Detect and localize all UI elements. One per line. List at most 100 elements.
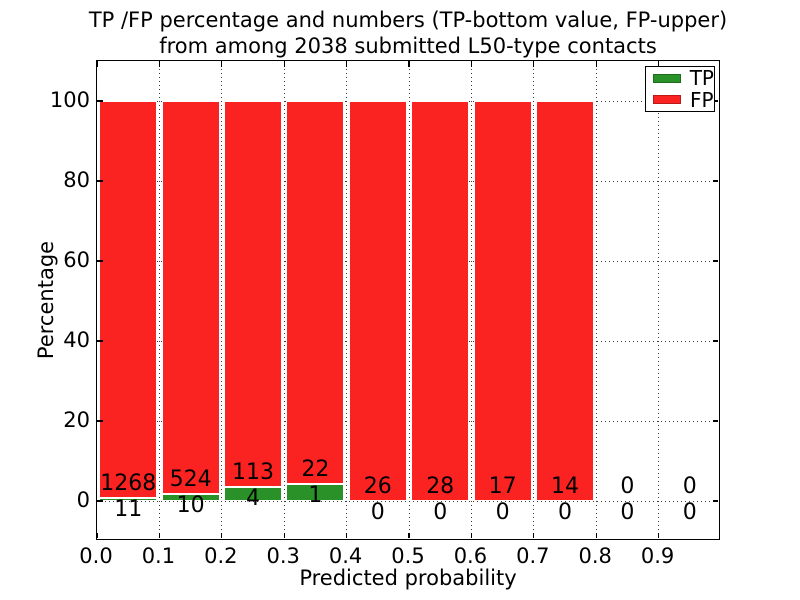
v-gridline [221, 61, 223, 539]
x-tick-label: 0.5 [391, 544, 425, 568]
y-tick-label: 100 [49, 88, 90, 112]
bar-segment-tp [99, 497, 158, 501]
h-gridline [97, 180, 719, 182]
legend-label-fp: FP [690, 87, 714, 112]
x-tick-label: 0.7 [516, 544, 550, 568]
x-tick-mark [408, 532, 410, 538]
fp-count-label: 1268 [100, 470, 157, 496]
y-tick-mark [712, 260, 718, 262]
x-tick-mark [657, 61, 660, 67]
y-tick-mark [97, 500, 103, 502]
v-gridline [595, 61, 597, 539]
x-tick-mark [283, 61, 285, 67]
v-gridline [533, 61, 535, 539]
x-tick-label: 0.3 [266, 544, 300, 568]
y-tick-mark [712, 100, 718, 102]
h-gridline [97, 420, 719, 422]
bar-segment-fp [99, 101, 158, 498]
x-tick-mark [221, 532, 223, 538]
fp-count-label: 26 [363, 474, 392, 499]
x-tick-label: 0.1 [141, 544, 176, 568]
y-tick-mark [712, 180, 718, 182]
y-tick-label: 20 [63, 408, 90, 432]
y-tick-label: 60 [63, 248, 90, 272]
x-tick-mark [96, 61, 98, 67]
y-axis-label: Percentage [34, 240, 58, 360]
bar-segment-fp [411, 101, 470, 501]
h-gridline [97, 260, 719, 262]
plot-area: 1268 11 524 10 113 4 22 1 26 0 28 0 17 0 14 0 0 0 0 0 [96, 60, 720, 540]
x-tick-label: 0.4 [328, 544, 363, 568]
v-gridline [408, 61, 410, 539]
bar-segment-tp [161, 493, 220, 501]
x-tick-mark [595, 61, 597, 67]
h-gridline [97, 340, 719, 342]
x-tick-label: 0.9 [640, 544, 675, 568]
fp-count-label: 0 [682, 474, 697, 499]
legend-entry-tp: TP [646, 68, 714, 88]
x-tick-label: 0.6 [453, 544, 488, 568]
tp-count-label: 0 [558, 500, 572, 525]
x-tick-label: 0.8 [578, 544, 612, 568]
bar-segment-fp [161, 101, 220, 494]
y-tick-label: 40 [63, 328, 90, 352]
fp-count-label: 524 [169, 466, 212, 492]
chart-title-line2: from among 2038 submitted L50-type conta… [159, 34, 657, 58]
y-tick-mark [97, 180, 103, 182]
tp-color-swatch [653, 73, 681, 83]
h-gridline [97, 500, 719, 502]
x-tick-mark [470, 61, 473, 67]
tp-count-label: 0 [433, 500, 448, 525]
fp-count-label: 28 [426, 474, 455, 499]
bar-segment-tp [224, 487, 282, 501]
x-tick-mark [533, 61, 535, 67]
x-tick-mark [533, 532, 535, 538]
y-tick-mark [97, 420, 103, 422]
v-gridline [283, 61, 285, 539]
bar-segment-fp [536, 101, 594, 501]
fp-count-label: 113 [232, 460, 274, 486]
y-tick-mark [712, 420, 718, 422]
bar-segment-tp [286, 483, 345, 501]
tp-count-label: 0 [370, 500, 385, 525]
tp-count-label: 1 [308, 482, 323, 508]
legend-label-tp: TP [689, 66, 714, 91]
bar-segment-fp [224, 101, 282, 488]
x-tick-mark [96, 532, 98, 538]
v-gridline [158, 61, 160, 539]
x-axis-label: Predicted probability [299, 566, 517, 590]
v-gridline [470, 61, 472, 539]
x-tick-mark [657, 532, 660, 538]
legend: TP FP [645, 66, 715, 112]
chart-title-line1: TP /FP percentage and numbers (TP-bottom… [88, 8, 728, 32]
x-tick-label: 0.2 [204, 544, 238, 568]
tp-count-label: 10 [176, 492, 205, 518]
x-tick-mark [595, 532, 597, 538]
tp-count-label: 0 [682, 500, 697, 525]
x-tick-mark [408, 61, 410, 67]
x-tick-label: 0.0 [79, 544, 113, 568]
fp-count-label: 17 [488, 474, 517, 499]
h-gridline [97, 100, 719, 102]
tp-count-label: 0 [620, 500, 635, 525]
bar-segment-fp [286, 101, 345, 484]
y-tick-mark [712, 340, 718, 342]
fp-count-label: 0 [620, 474, 635, 499]
fp-color-swatch [653, 95, 681, 105]
x-tick-mark [345, 61, 348, 67]
bar-segment-fp [348, 101, 407, 501]
y-tick-mark [97, 100, 103, 102]
fp-count-label: 14 [551, 474, 579, 499]
fp-count-label: 22 [301, 456, 330, 482]
y-tick-mark [712, 500, 718, 502]
bar-segment-fp [473, 101, 532, 501]
y-tick-label: 80 [63, 168, 90, 192]
y-tick-label: 0 [76, 488, 90, 512]
v-gridline [658, 61, 660, 539]
x-tick-mark [221, 61, 223, 67]
x-tick-mark [158, 61, 161, 67]
y-tick-mark [97, 340, 103, 342]
x-tick-mark [345, 532, 348, 538]
x-tick-mark [283, 532, 285, 538]
